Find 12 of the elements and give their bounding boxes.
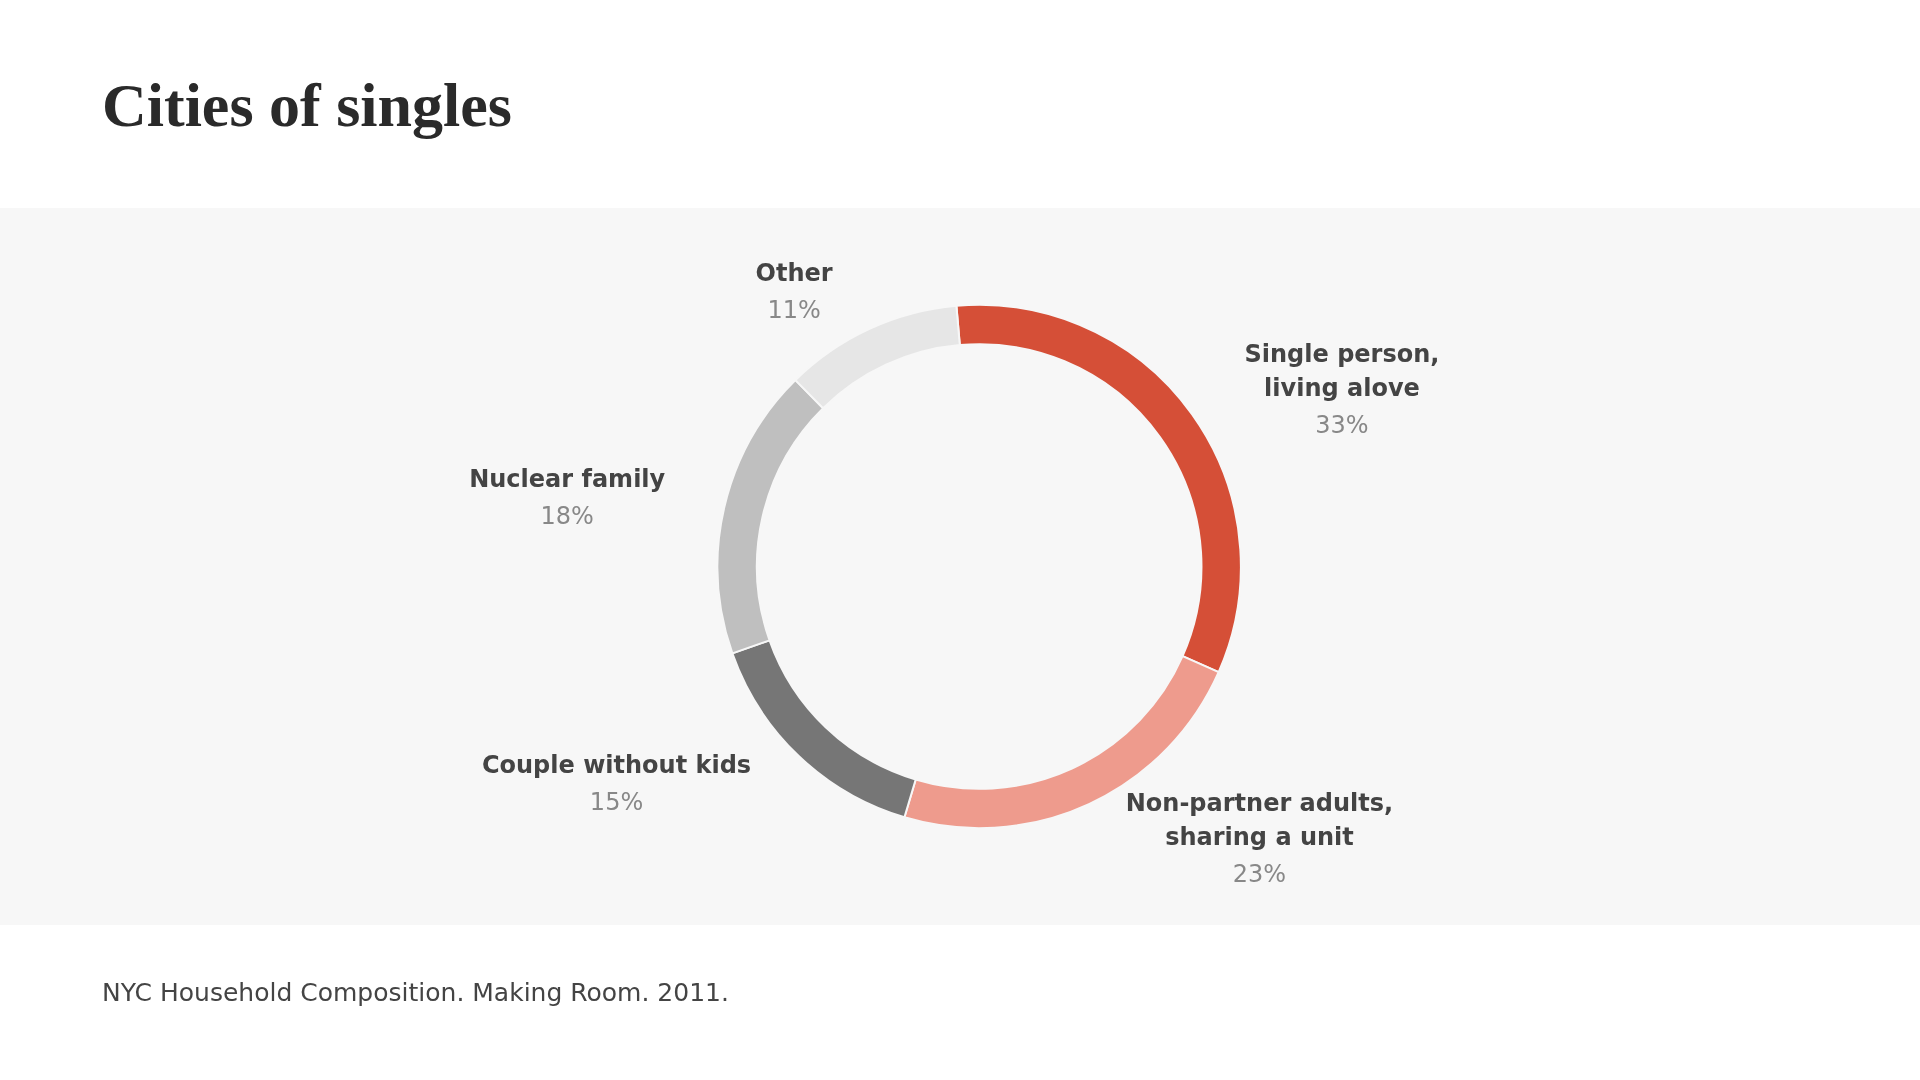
slice-label: Couple without kids [481,750,752,779]
text: NYC Household Composition. Making Room. 2011. [102,978,729,1007]
data-label: 15% [589,787,644,816]
data-label: 18% [540,501,594,530]
data-label: 23% [1232,860,1287,889]
chart-title: Cities of singles [102,70,512,141]
slice-label: Other [755,258,833,287]
slice-label: Non-partner adults, sharing a unit [1125,789,1394,852]
slice-label: Single person, living alove [1244,339,1440,402]
data-label: 11% [767,295,821,324]
data-label: 33% [1315,410,1369,439]
slice-label: Nuclear family [469,464,666,493]
